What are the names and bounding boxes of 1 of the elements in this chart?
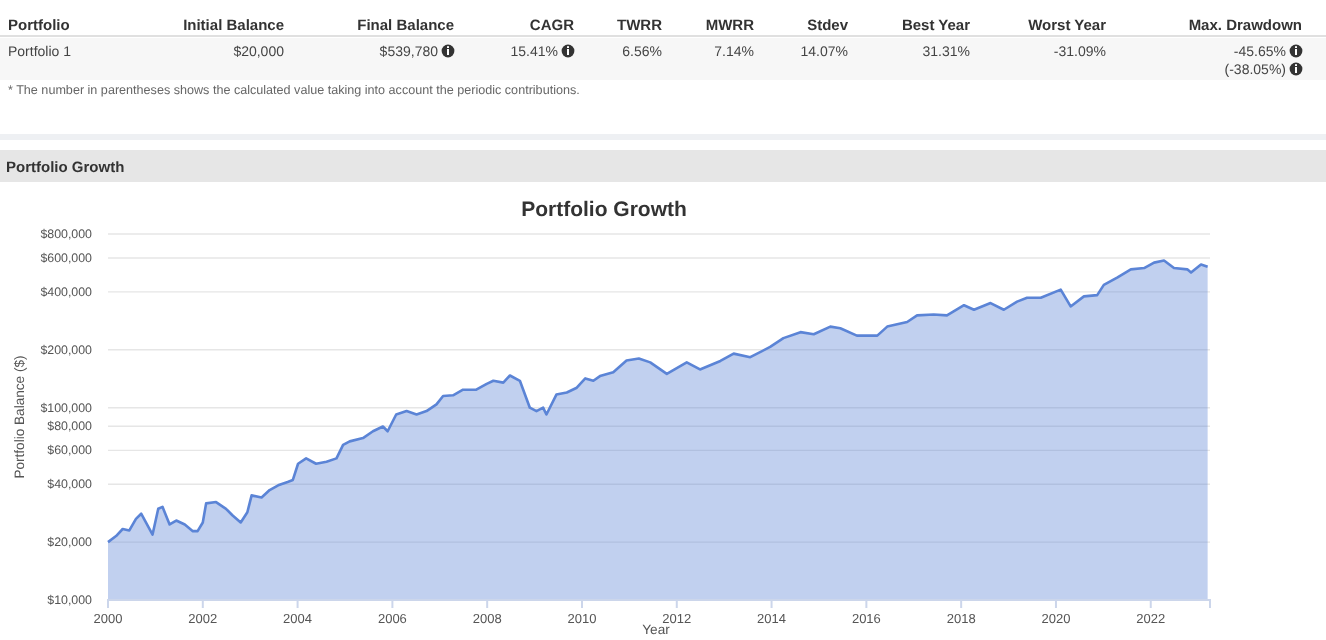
chart-title: Portfolio Growth <box>521 198 687 222</box>
